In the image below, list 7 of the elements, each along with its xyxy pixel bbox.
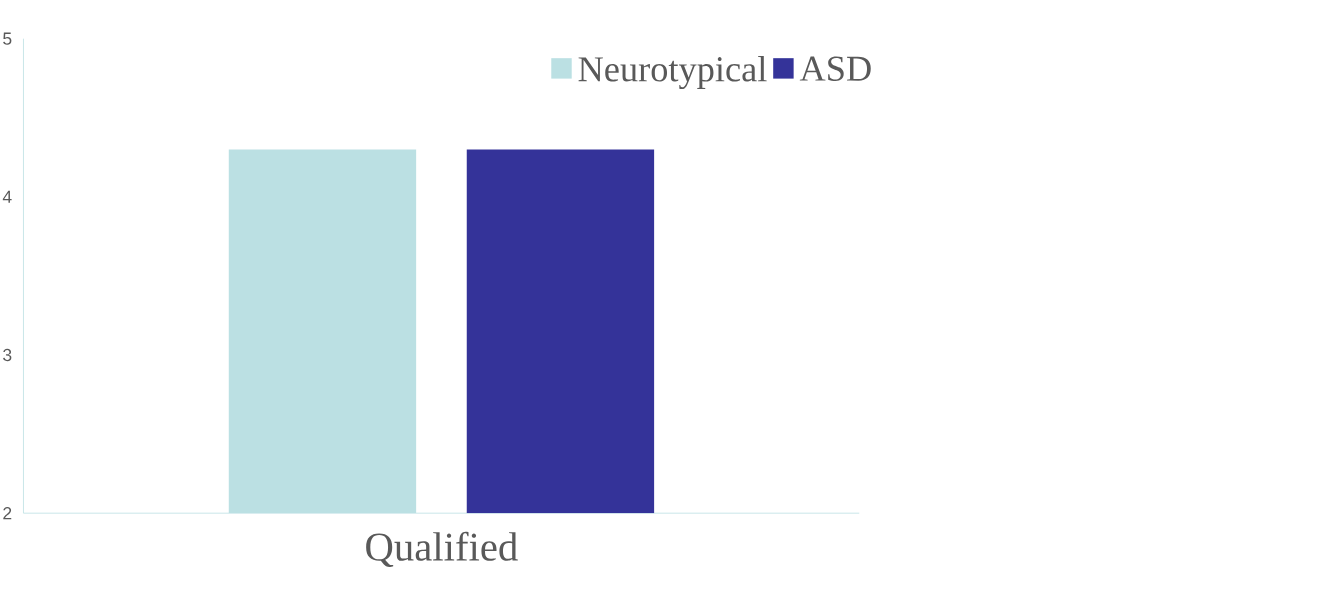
y-tick-label: 4 <box>2 190 12 203</box>
legend-label: Neurotypical <box>578 55 767 89</box>
y-tick-label: 3 <box>3 348 12 362</box>
legend-label: ASD <box>799 56 871 81</box>
y-tick-label: 2 <box>3 506 12 520</box>
x-tick-label: Qualified <box>366 531 518 567</box>
y-tick-label: 5 <box>3 32 12 45</box>
